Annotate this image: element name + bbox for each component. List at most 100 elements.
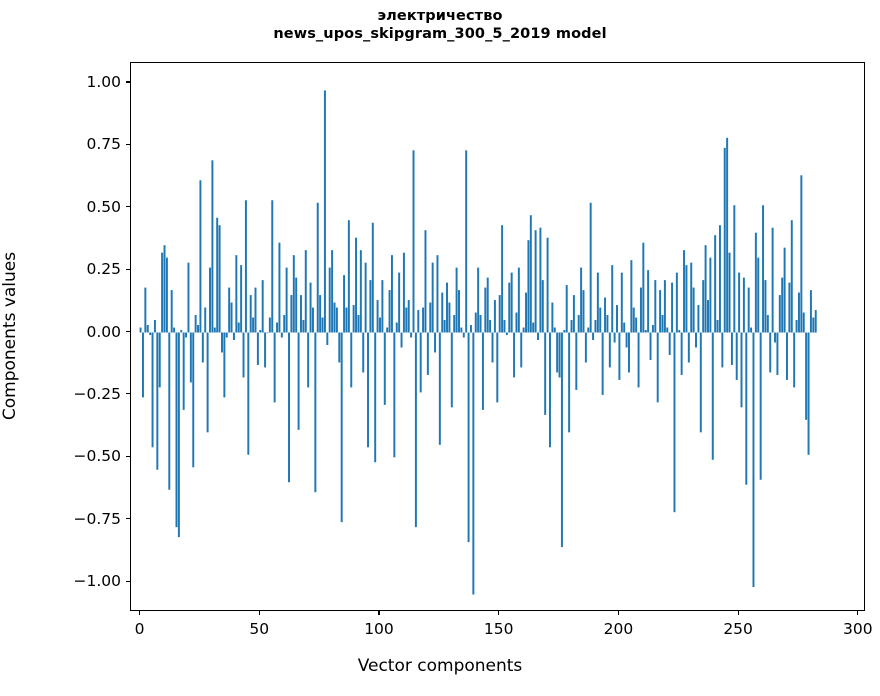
bar <box>766 315 769 333</box>
bar <box>714 235 717 333</box>
bar <box>170 290 173 333</box>
bar <box>697 305 700 333</box>
bar <box>355 237 358 333</box>
bar <box>304 250 307 333</box>
bar <box>795 320 798 333</box>
bar <box>735 332 738 380</box>
bar <box>711 332 714 460</box>
bar <box>728 252 731 333</box>
bar <box>256 332 259 365</box>
bar <box>199 180 202 333</box>
bar <box>589 202 592 333</box>
bar <box>443 320 446 333</box>
bar <box>613 332 616 343</box>
bar <box>489 320 492 333</box>
bar <box>438 332 441 445</box>
bar <box>328 267 331 333</box>
bar <box>594 320 597 333</box>
bar <box>441 292 444 333</box>
bar <box>168 332 171 490</box>
bar <box>757 257 760 333</box>
bar <box>484 287 487 333</box>
bar <box>704 245 707 333</box>
bar <box>577 315 580 333</box>
bar <box>331 250 334 333</box>
bar <box>278 242 281 333</box>
bar <box>508 282 511 333</box>
bar <box>783 247 786 333</box>
bar <box>314 332 317 493</box>
bar <box>575 332 578 390</box>
bar <box>548 332 551 448</box>
bar <box>426 332 429 375</box>
bar <box>592 332 595 340</box>
bar <box>273 332 276 403</box>
bar <box>642 242 645 333</box>
bar <box>541 280 544 333</box>
bar <box>558 332 561 378</box>
bar <box>323 90 326 333</box>
bar <box>146 325 149 333</box>
bar <box>745 332 748 485</box>
bar <box>197 325 200 333</box>
bar <box>663 280 666 333</box>
bar <box>498 295 501 333</box>
bar <box>747 287 750 333</box>
bar <box>546 237 549 333</box>
bar <box>616 305 618 333</box>
x-tick-mark <box>737 611 739 615</box>
bar <box>225 332 228 338</box>
bar <box>503 320 506 333</box>
bar <box>343 275 346 333</box>
bar <box>280 332 283 338</box>
bar <box>398 272 401 333</box>
bar <box>709 257 712 333</box>
bar <box>601 332 604 395</box>
bar <box>271 200 274 333</box>
bar <box>185 332 188 338</box>
bar <box>402 252 405 333</box>
bar <box>223 332 226 398</box>
bar <box>144 287 147 333</box>
bar <box>216 217 219 333</box>
bar <box>218 225 221 333</box>
bar <box>733 205 736 333</box>
bar <box>321 317 324 333</box>
bar <box>635 317 638 333</box>
bar <box>206 332 209 433</box>
bar <box>221 332 223 353</box>
bar <box>180 330 183 333</box>
bar <box>252 317 255 333</box>
bar <box>649 332 652 360</box>
bar <box>812 317 815 333</box>
y-tick-label: 0.75 <box>86 135 121 154</box>
bar <box>675 272 678 333</box>
bar <box>726 137 729 333</box>
bar <box>395 322 398 333</box>
bar <box>790 220 793 333</box>
bar <box>644 330 647 333</box>
bar <box>357 315 360 333</box>
x-tick-mark <box>258 611 260 615</box>
bar <box>572 295 575 333</box>
bar <box>192 332 195 468</box>
bar <box>259 330 262 333</box>
bar <box>295 277 298 333</box>
bar <box>539 227 542 333</box>
bar <box>769 332 772 373</box>
y-tick-label: 0.50 <box>86 197 121 216</box>
y-tick-label: 1.00 <box>86 72 121 91</box>
bar <box>285 267 288 333</box>
bar <box>778 295 781 333</box>
bar <box>553 327 556 333</box>
y-tick-label: 0.25 <box>86 260 121 279</box>
bar <box>771 227 774 333</box>
bar <box>668 332 671 355</box>
bar <box>283 315 286 333</box>
bar <box>580 267 583 333</box>
bar <box>807 332 810 455</box>
bar <box>213 327 216 333</box>
bar <box>309 282 312 333</box>
bar <box>606 315 609 333</box>
bar <box>515 312 518 333</box>
